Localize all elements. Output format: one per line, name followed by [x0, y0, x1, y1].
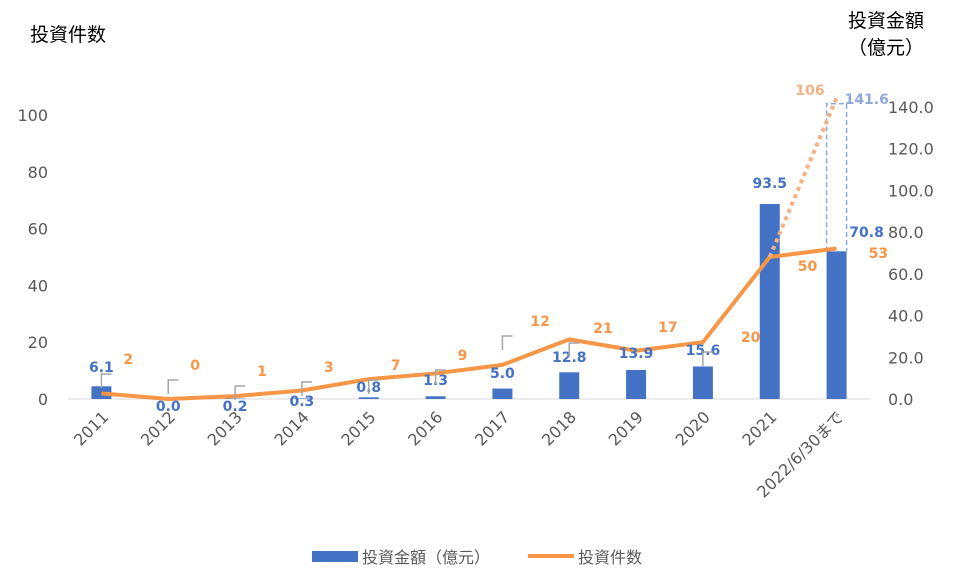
x-tick-label: 2017: [471, 407, 513, 449]
left-tick-label: 0: [38, 390, 48, 409]
x-tick-label: 2018: [538, 407, 580, 449]
left-tick-label: 100: [17, 106, 48, 125]
legend: 投資金額（億元） 投資件数: [0, 544, 973, 568]
bar-value-label: 12.8: [552, 350, 587, 366]
bar: [692, 366, 713, 399]
right-tick-label: 0.0: [888, 390, 913, 409]
line-value-label: 53: [869, 246, 888, 262]
combo-chart: 0204060801000.020.040.060.080.0100.0120.…: [17, 83, 934, 501]
x-tick-label: 2016: [404, 407, 446, 449]
projection-line-label: 106: [795, 83, 824, 99]
bar-value-label: 15.6: [686, 343, 721, 359]
label-leader: [434, 369, 446, 384]
left-axis-title: 投資件数: [30, 24, 107, 46]
legend-label-count: 投資件数: [578, 548, 643, 567]
projection-bar-label: 141.6: [845, 92, 889, 108]
legend-swatch-line: [528, 554, 574, 558]
label-leader: [568, 342, 580, 357]
label-leader: [368, 379, 379, 394]
bar-value-label: 13.9: [619, 346, 654, 362]
x-tick-label: 2021: [738, 407, 780, 449]
right-axis-title-line1: 投資金額: [847, 10, 924, 32]
right-tick-label: 20.0: [888, 348, 924, 367]
bar: [492, 388, 513, 399]
line-value-label: 3: [324, 360, 334, 376]
right-tick-label: 60.0: [888, 265, 924, 284]
left-tick-label: 40: [28, 276, 48, 295]
bar-value-label: 0.3: [290, 394, 315, 410]
bar-value-label: 0.2: [223, 399, 248, 415]
bar: [91, 386, 112, 399]
x-tick-label: 2015: [337, 407, 379, 449]
bar-value-label: 70.8: [849, 225, 884, 241]
legend-item-count: 投資件数: [528, 544, 642, 568]
line-value-label: 1: [257, 364, 267, 380]
bar: [826, 251, 847, 399]
left-tick-label: 60: [28, 220, 48, 239]
bar: [559, 372, 580, 399]
line-value-label: 7: [391, 358, 401, 374]
bar: [291, 398, 312, 399]
right-tick-label: 140.0: [888, 98, 934, 117]
legend-swatch-bar: [312, 550, 358, 562]
bar-value-label: 6.1: [89, 360, 114, 376]
bar: [626, 370, 647, 399]
right-axis-title: 投資金額 （億元）: [838, 8, 934, 62]
label-leader: [234, 385, 246, 400]
left-tick-label: 20: [28, 333, 48, 352]
right-tick-label: 100.0: [888, 181, 934, 200]
label-leader: [501, 335, 513, 350]
legend-label-amount: 投資金額（億元）: [362, 548, 491, 567]
label-leader: [301, 381, 312, 396]
bar: [425, 396, 446, 399]
label-leader: [702, 351, 713, 366]
x-tick-label: 2011: [70, 407, 112, 449]
line-value-label: 20: [741, 330, 761, 346]
line-value-label: 50: [798, 259, 818, 275]
right-tick-label: 40.0: [888, 307, 924, 326]
bar: [358, 397, 379, 399]
line-value-label: 9: [458, 348, 468, 364]
x-tick-label: 2014: [271, 407, 313, 449]
line-value-label: 0: [190, 358, 200, 374]
line-value-label: 17: [658, 320, 677, 336]
line-value-label: 21: [593, 321, 612, 337]
line-value-label: 2: [123, 352, 133, 368]
bar-value-label: 0.0: [156, 399, 181, 415]
right-tick-label: 80.0: [888, 223, 924, 242]
projection-bar-outline: [825, 102, 848, 252]
x-tick-label: 2020: [672, 407, 714, 449]
x-tick-label: 2019: [605, 407, 647, 449]
count-line: [101, 246, 837, 401]
right-tick-label: 120.0: [888, 140, 934, 159]
line-value-label: 12: [530, 314, 549, 330]
legend-item-amount: 投資金額（億元）: [312, 544, 490, 568]
label-leader: [100, 373, 112, 388]
bar: [759, 203, 780, 399]
left-tick-label: 80: [28, 163, 48, 182]
right-axis-title-line2: （億元）: [847, 37, 924, 59]
bar-value-label: 93.5: [752, 176, 787, 192]
label-leader: [167, 379, 179, 394]
bar-value-label: 5.0: [490, 366, 515, 382]
